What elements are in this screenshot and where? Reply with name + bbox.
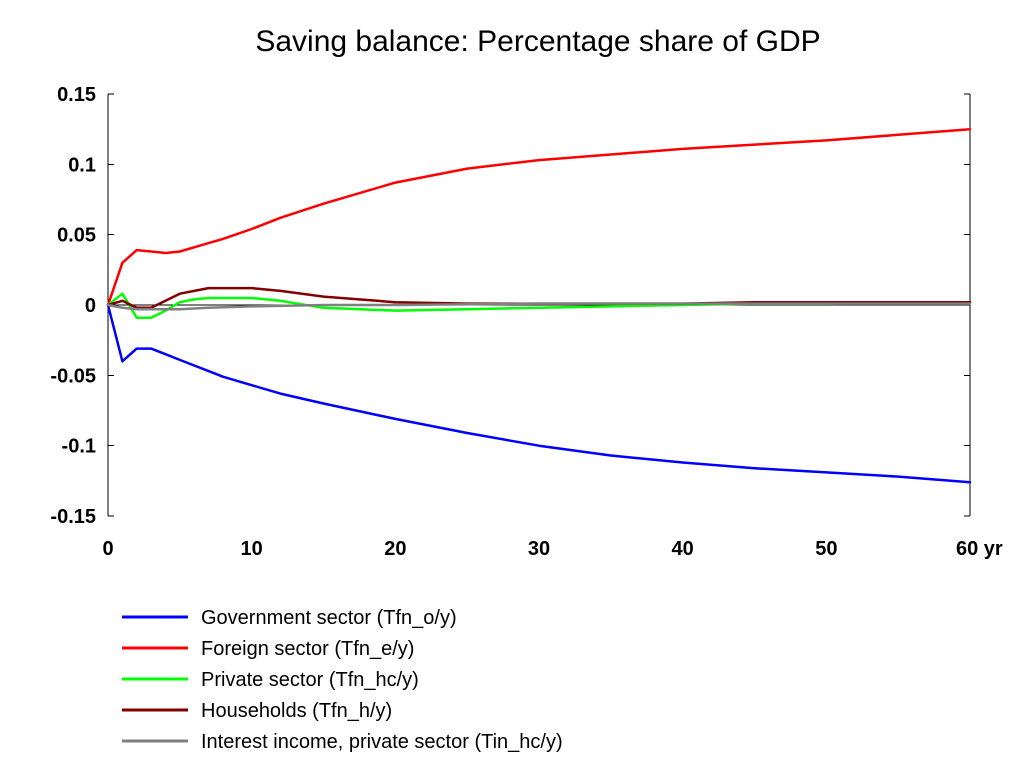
plot-frame [107, 94, 971, 516]
x-tick-label: 40 [672, 538, 694, 560]
x-tick-label: 30 [528, 538, 550, 560]
legend-label: Government sector (Tfn_o/y) [201, 607, 457, 629]
x-axis: 0 10 20 30 40 50 60 yr [102, 538, 1002, 560]
series-line-1 [106, 303, 972, 484]
legend-label: Households (Tfn_h/y) [201, 700, 392, 722]
y-tick-label: -0.1 [62, 436, 96, 458]
y-tick-label: 0.1 [68, 154, 96, 176]
y-tick-label: 0 [85, 295, 96, 317]
legend-label: Foreign sector (Tfn_e/y) [201, 638, 414, 660]
y-tick-label: -0.15 [50, 506, 96, 528]
x-tick-label: 60 yr [956, 538, 1003, 560]
legend-label: Private sector (Tfn_hc/y) [201, 669, 419, 691]
y-axis: 0.15 0.1 0.05 0 -0.05 -0.1 -0.15 [50, 84, 970, 528]
x-tick-label: 0 [102, 538, 113, 560]
x-tick-label: 10 [241, 538, 263, 560]
series-group [106, 127, 972, 484]
y-tick-label: 0.05 [57, 225, 96, 247]
y-tick-label: 0.15 [57, 84, 96, 106]
chart-title: Saving balance: Percentage share of GDP [255, 25, 820, 58]
x-tick-label: 50 [815, 538, 837, 560]
y-tick-label: -0.05 [50, 365, 96, 387]
x-tick-label: 20 [384, 538, 406, 560]
series-line-5 [106, 302, 972, 311]
legend-label: Interest income, private sector (Tin_hc/… [201, 731, 563, 753]
series-line-2 [106, 127, 972, 307]
legend: Government sector (Tfn_o/y) Foreign secto… [122, 607, 563, 753]
